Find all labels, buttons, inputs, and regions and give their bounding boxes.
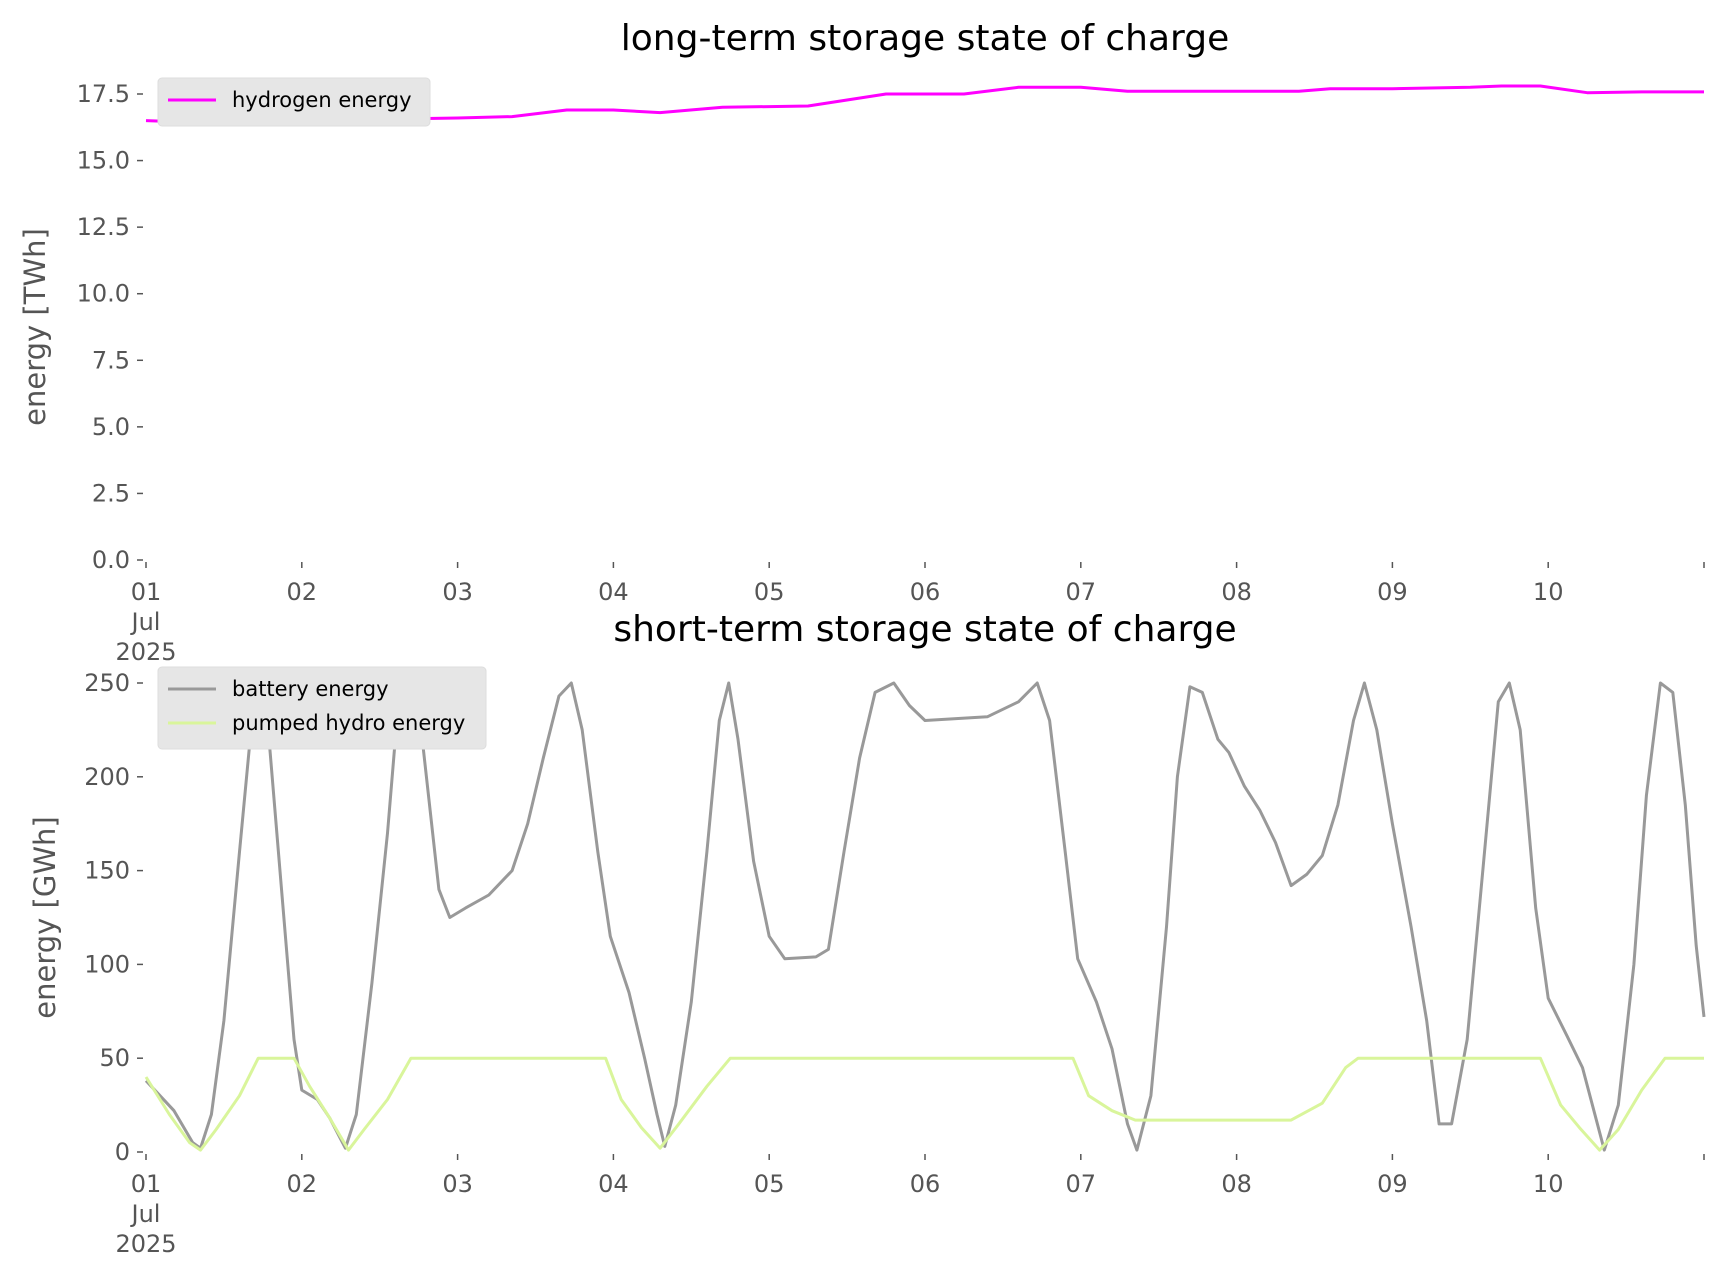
chart-panel-2: short-term storage state of charge energy…: [28, 609, 1706, 1258]
legend-label: hydrogen energy: [232, 88, 412, 112]
x-tick-label: 09: [1377, 1170, 1408, 1198]
chart-panel-1: long-term storage state of charge energy …: [18, 18, 1705, 666]
x-tick-label: 09: [1377, 578, 1408, 606]
y-tick-label: 5.0: [92, 413, 130, 441]
y-tick-label: 10.0: [77, 280, 130, 308]
x-tick-label: Jul: [130, 1200, 161, 1228]
y-tick-label: 50: [99, 1044, 130, 1072]
x-tick-label: 10: [1533, 578, 1564, 606]
legend-box: [157, 77, 431, 127]
x-tick-label: 04: [598, 1170, 629, 1198]
x-tick-label: 2025: [115, 1230, 176, 1258]
series-line-pumped-hydro-energy: [144, 1056, 1704, 1152]
x-tick-label: 01: [131, 578, 162, 606]
legend-label: pumped hydro energy: [232, 711, 465, 735]
series-line-battery-energy: [144, 681, 1706, 1152]
x-tick-label: 06: [910, 1170, 941, 1198]
y-tick-label: 0.0: [92, 546, 130, 574]
y-tick-label: 2.5: [92, 479, 130, 507]
x-tick-label: 06: [910, 578, 941, 606]
y-tick-label: 17.5: [77, 80, 130, 108]
y-axis-label: energy [TWh]: [18, 228, 52, 426]
x-tick-label: 07: [1066, 1170, 1097, 1198]
y-tick-label: 7.5: [92, 346, 130, 374]
y-tick-label: 15.0: [77, 147, 130, 175]
y-tick-label: 250: [84, 669, 130, 697]
y-tick-label: 0: [115, 1138, 130, 1166]
y-axis-label: energy [GWh]: [28, 816, 62, 1018]
y-tick-label: 200: [84, 763, 130, 791]
legend-label: battery energy: [232, 677, 389, 701]
legend-box: [157, 666, 487, 750]
chart-title: long-term storage state of charge: [621, 18, 1229, 59]
legend: hydrogen energy: [157, 77, 431, 127]
y-tick-label: 150: [84, 857, 130, 885]
x-tick-label: 05: [754, 578, 785, 606]
y-tick-label: 12.5: [77, 213, 130, 241]
x-tick-label: 10: [1533, 1170, 1564, 1198]
x-tick-label: 08: [1221, 1170, 1252, 1198]
x-tick-label: 02: [287, 1170, 318, 1198]
x-tick-label: 02: [287, 578, 318, 606]
x-tick-label: 04: [598, 578, 629, 606]
x-tick-label: 08: [1221, 578, 1252, 606]
chart-title: short-term storage state of charge: [613, 609, 1236, 650]
x-tick-label: 2025: [115, 638, 176, 666]
x-tick-label: 03: [442, 578, 473, 606]
legend: battery energy pumped hydro energy: [157, 666, 487, 750]
x-tick-label: 07: [1066, 578, 1097, 606]
x-tick-label: 01: [131, 1170, 162, 1198]
x-tick-label: 05: [754, 1170, 785, 1198]
y-tick-label: 100: [84, 950, 130, 978]
x-tick-label: 03: [442, 1170, 473, 1198]
x-tick-label: Jul: [130, 608, 161, 636]
